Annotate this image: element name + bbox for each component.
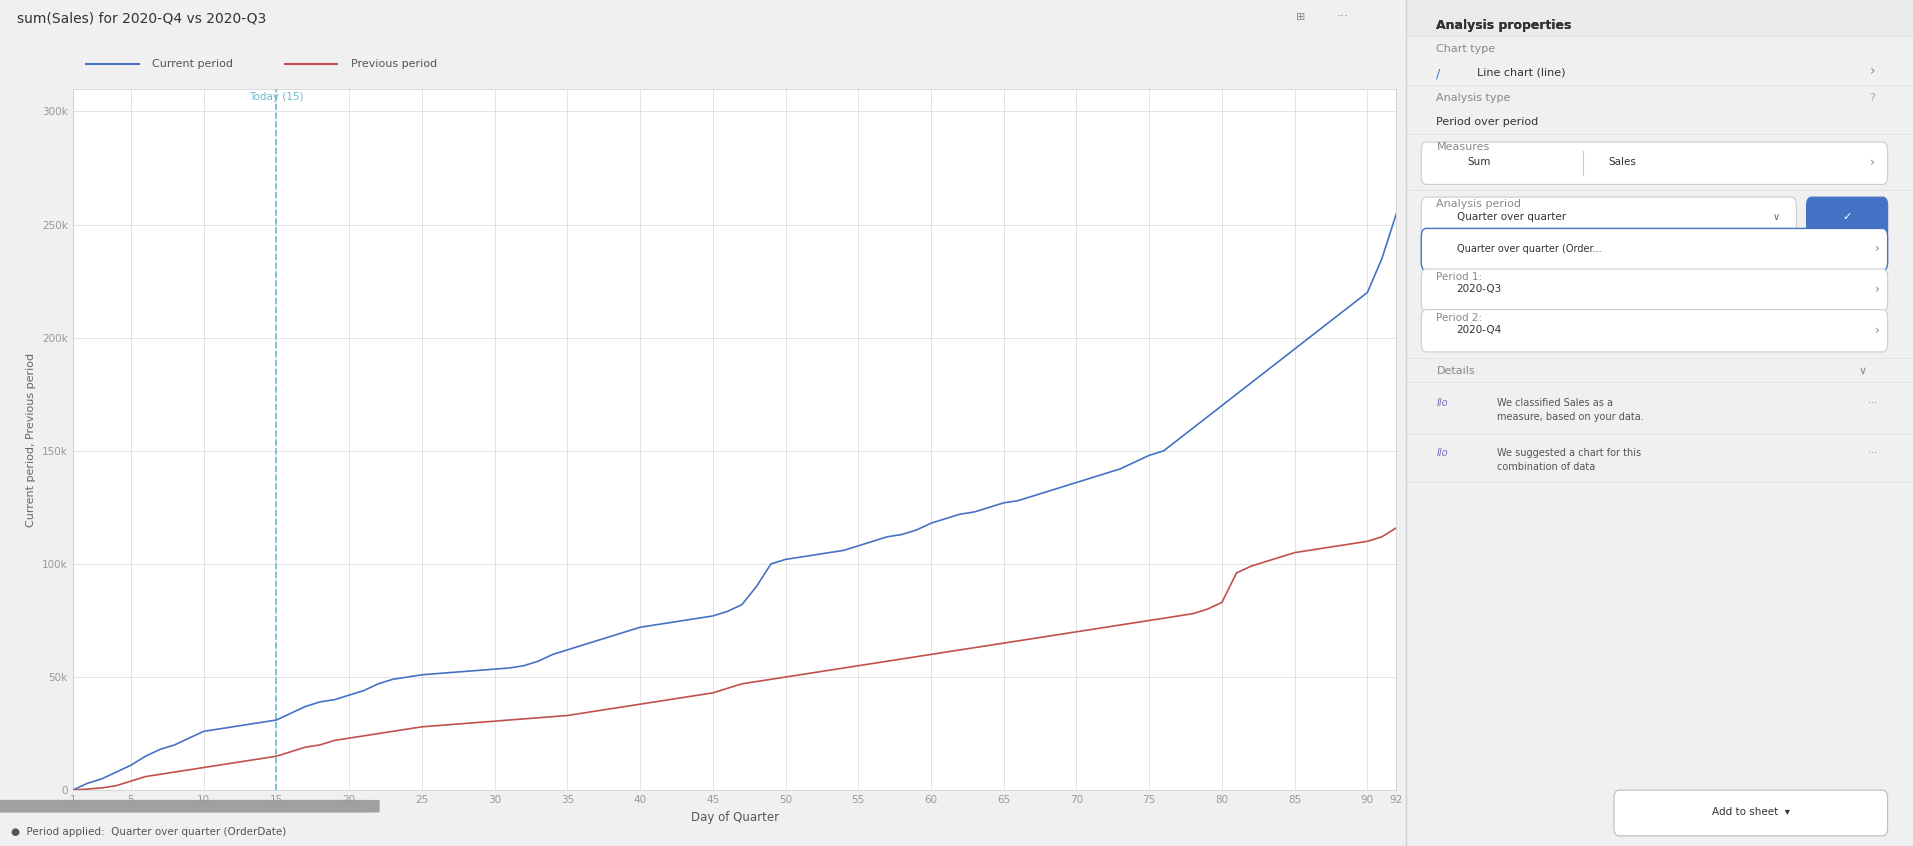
Text: Line chart (line): Line chart (line) [1477, 68, 1565, 78]
FancyBboxPatch shape [1615, 790, 1888, 836]
Text: Details: Details [1437, 366, 1475, 376]
Text: Current period: Current period [153, 59, 233, 69]
Text: sum(Sales) for 2020-Q4 vs 2020-Q3: sum(Sales) for 2020-Q4 vs 2020-Q3 [17, 12, 266, 25]
Text: Chart type: Chart type [1437, 44, 1496, 54]
Y-axis label: Current period, Previous period: Current period, Previous period [27, 353, 36, 526]
Text: We classified Sales as a
measure, based on your data.: We classified Sales as a measure, based … [1498, 398, 1643, 421]
Text: Quarter over quarter (Order...: Quarter over quarter (Order... [1458, 244, 1601, 254]
Text: 2020-Q4: 2020-Q4 [1458, 325, 1502, 335]
FancyBboxPatch shape [1406, 0, 1913, 36]
FancyBboxPatch shape [1421, 228, 1888, 271]
X-axis label: Day of Quarter: Day of Quarter [691, 810, 779, 823]
FancyBboxPatch shape [1421, 197, 1796, 239]
Text: ›: › [1869, 156, 1875, 169]
Text: We suggested a chart for this
combination of data: We suggested a chart for this combinatio… [1498, 448, 1641, 472]
Text: ●  Period applied:  Quarter over quarter (OrderDate): ● Period applied: Quarter over quarter (… [11, 827, 287, 837]
Text: Period 2:: Period 2: [1437, 313, 1483, 323]
Text: Add to sheet  ▾: Add to sheet ▾ [1712, 807, 1791, 817]
Text: Analysis properties: Analysis properties [1437, 19, 1572, 31]
Text: ?: ? [1869, 93, 1875, 103]
FancyBboxPatch shape [1421, 142, 1888, 184]
Text: Sales: Sales [1609, 157, 1638, 168]
Text: ›: › [1875, 242, 1880, 255]
Text: ···: ··· [1867, 398, 1877, 408]
Text: ∨: ∨ [1773, 212, 1779, 222]
Text: Today (15): Today (15) [249, 92, 304, 102]
Text: Quarter over quarter: Quarter over quarter [1458, 212, 1567, 222]
Text: Ilo: Ilo [1437, 448, 1448, 459]
Text: /: / [1437, 68, 1440, 80]
FancyBboxPatch shape [1806, 197, 1888, 239]
FancyBboxPatch shape [0, 799, 379, 813]
Text: ✓: ✓ [1842, 212, 1852, 222]
Text: ···: ··· [1337, 10, 1349, 24]
Text: Period 1:: Period 1: [1437, 272, 1483, 283]
Text: Analysis type: Analysis type [1437, 93, 1511, 103]
Text: ›: › [1869, 64, 1875, 79]
Text: 2020-Q3: 2020-Q3 [1458, 284, 1502, 294]
Text: ›: › [1875, 323, 1880, 337]
Text: Ilo: Ilo [1437, 398, 1448, 408]
Text: Measures: Measures [1437, 142, 1490, 152]
FancyBboxPatch shape [1421, 310, 1888, 352]
Text: Previous period: Previous period [350, 59, 436, 69]
FancyBboxPatch shape [1421, 269, 1888, 311]
Text: Analysis properties: Analysis properties [1437, 19, 1572, 31]
Text: Sum: Sum [1467, 157, 1490, 168]
Text: Period over period: Period over period [1437, 117, 1538, 127]
Text: ›: › [1875, 283, 1880, 296]
Text: ⊞: ⊞ [1295, 12, 1305, 22]
Text: Analysis period: Analysis period [1437, 199, 1521, 209]
Text: ···: ··· [1867, 448, 1877, 459]
Text: ∨: ∨ [1858, 366, 1867, 376]
